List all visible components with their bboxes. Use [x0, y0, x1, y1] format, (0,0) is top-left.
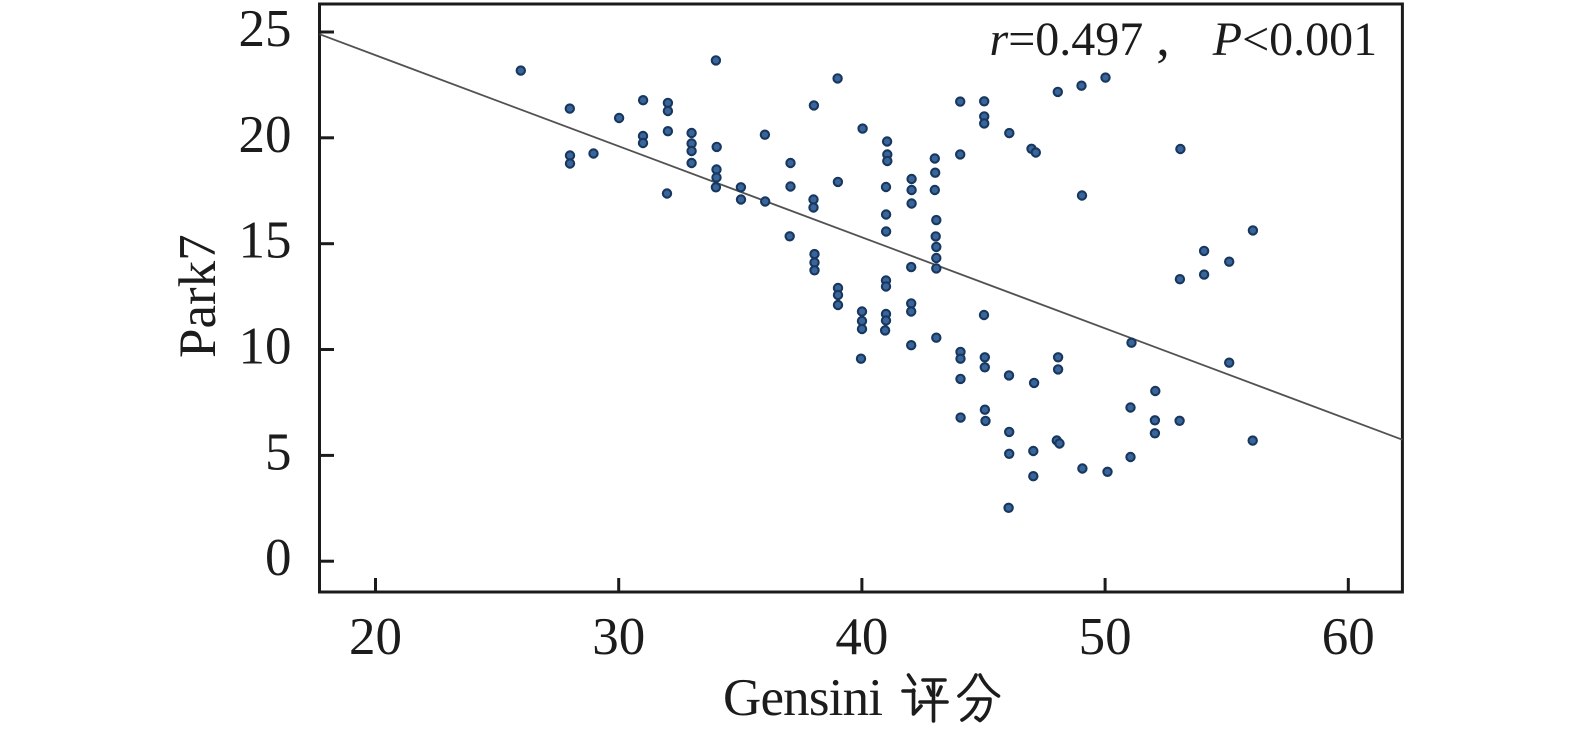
- svg-text:25: 25: [239, 0, 292, 58]
- svg-text:40: 40: [835, 608, 888, 666]
- svg-text:20: 20: [239, 106, 292, 164]
- svg-text:Gensini: Gensini: [723, 669, 883, 727]
- svg-text:0: 0: [265, 529, 292, 587]
- svg-text:10: 10: [239, 318, 292, 376]
- svg-text:r=0.497,P<0.001: r=0.497, P<0.001: [990, 7, 1378, 67]
- svg-text:5: 5: [265, 423, 292, 481]
- svg-text:15: 15: [239, 212, 292, 270]
- svg-text:20: 20: [349, 608, 402, 666]
- svg-text:50: 50: [1079, 608, 1132, 666]
- svg-text:60: 60: [1322, 608, 1375, 666]
- svg-text:Park7: Park7: [169, 234, 227, 358]
- svg-text:30: 30: [592, 608, 645, 666]
